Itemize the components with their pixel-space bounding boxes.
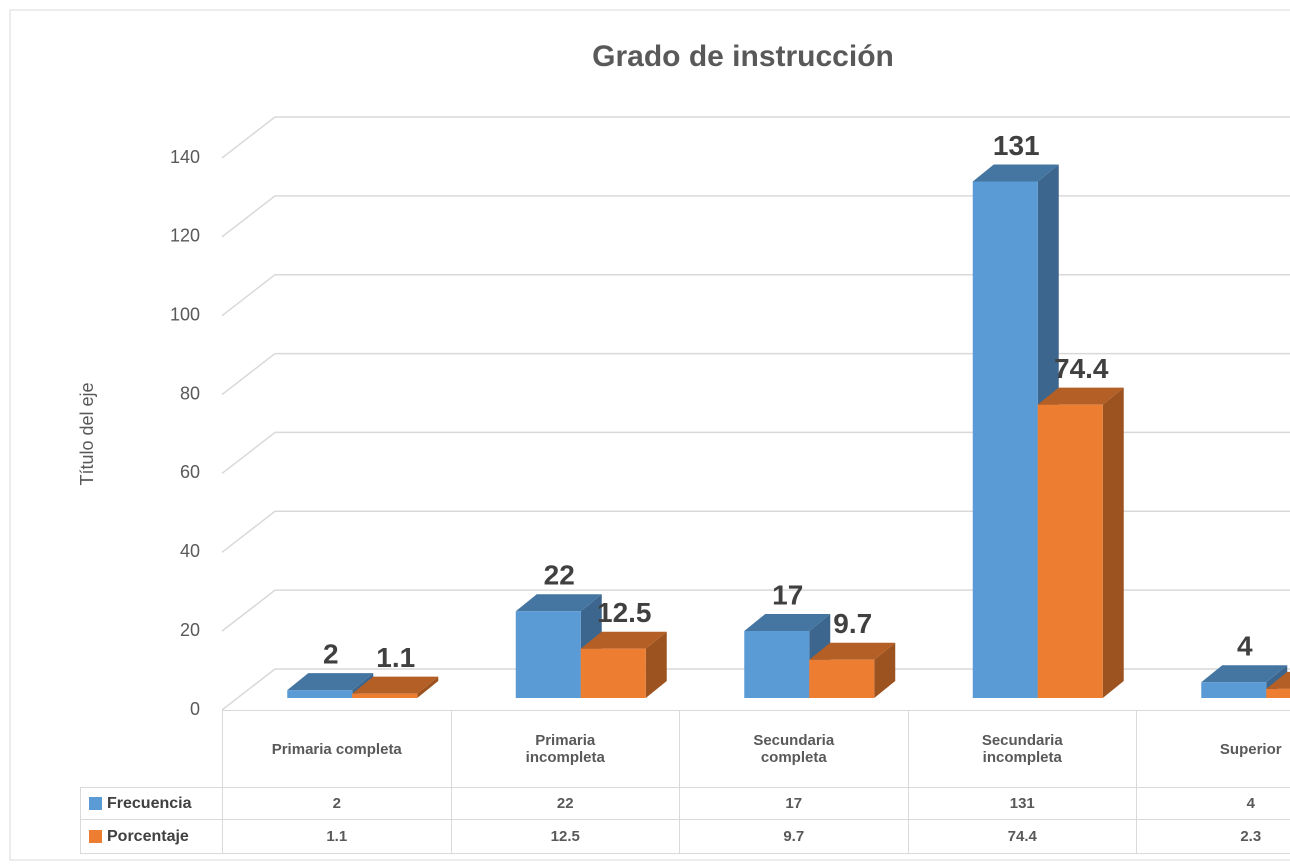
cell-text: 2 <box>332 795 341 812</box>
category-cell: Secundaria incompleta <box>907 710 1137 788</box>
cell-text: Secundaria incompleta <box>981 732 1063 766</box>
cell-text: 131 <box>1009 795 1035 812</box>
data-label: 4 <box>1237 631 1253 662</box>
bar <box>352 693 418 698</box>
cell-text: 17 <box>785 795 803 812</box>
value-cell: 4 <box>1136 787 1290 820</box>
grid-line <box>221 273 1290 317</box>
cell-text: 4 <box>1246 795 1255 812</box>
cell-text: Primaria completa <box>271 740 402 758</box>
y-tick-label: 80 <box>180 383 200 403</box>
value-cell: 131 <box>907 787 1137 820</box>
y-tick-label: 100 <box>170 304 200 324</box>
bar <box>809 659 875 698</box>
chart-title: Grado de instrucción <box>592 40 894 73</box>
bar-top <box>515 594 602 612</box>
bar <box>1037 404 1103 698</box>
data-label: 9.7 <box>833 608 872 639</box>
value-cell: 2 <box>222 787 452 820</box>
category-cell: Secundaria completa <box>679 710 909 788</box>
grid-line <box>221 116 1290 159</box>
data-label: 17 <box>772 579 803 610</box>
grid-line <box>221 352 1290 396</box>
value-cell: 12.5 <box>450 819 680 854</box>
bar-top <box>1266 671 1290 689</box>
bar <box>1266 688 1290 698</box>
bar <box>744 630 810 698</box>
bar-top <box>287 673 374 691</box>
legend-label: Frecuencia <box>107 794 192 812</box>
y-tick-label: 140 <box>170 147 200 167</box>
bar-side <box>874 642 896 698</box>
value-cell: 17 <box>679 787 909 820</box>
legend-cell: Porcentaje <box>80 819 223 854</box>
cell-text: 2.3 <box>1240 828 1262 845</box>
value-cell: 9.7 <box>679 819 909 854</box>
data-label: 2 <box>323 639 339 670</box>
grid-line <box>221 510 1290 553</box>
legend-label: Porcentaje <box>107 827 189 845</box>
cell-text: Secundaria completa <box>753 732 835 766</box>
bar-side <box>1102 387 1124 698</box>
bar <box>515 611 581 698</box>
y-tick-label: 60 <box>180 462 200 482</box>
category-cell: Primaria incompleta <box>450 710 680 788</box>
y-axis-title: Título del eje <box>77 382 97 485</box>
bar-top <box>744 613 831 631</box>
value-cell: 1.1 <box>222 819 452 854</box>
cell-text: Primaria incompleta <box>525 732 605 766</box>
value-cell: 2.3 <box>1136 819 1290 854</box>
bar <box>580 648 646 698</box>
value-cell: 74.4 <box>907 819 1137 854</box>
cell-text: 74.4 <box>1007 828 1037 845</box>
category-cell: Primaria completa <box>222 710 452 788</box>
grid-line <box>221 589 1290 632</box>
bar <box>1201 682 1267 698</box>
y-tick-label: 120 <box>170 226 200 246</box>
cell-text: 9.7 <box>783 828 805 845</box>
bar-top <box>809 642 896 660</box>
data-label: 22 <box>544 560 575 591</box>
bar <box>287 690 353 698</box>
grid-line <box>221 195 1290 238</box>
chart-border <box>9 9 1290 861</box>
cell-text: 22 <box>556 795 574 812</box>
y-tick-label: 0 <box>190 699 200 719</box>
value-cell: 22 <box>450 787 680 820</box>
data-label: 12.5 <box>597 597 652 628</box>
bar-side <box>417 676 439 698</box>
bar <box>972 181 1038 698</box>
bar-top <box>352 676 439 694</box>
cell-text: 1.1 <box>326 828 348 845</box>
grid-line <box>221 431 1290 475</box>
bar-top <box>1201 665 1288 683</box>
bar-top <box>1037 387 1124 405</box>
data-label: 131 <box>993 130 1040 161</box>
y-tick-label: 20 <box>180 620 200 640</box>
legend-swatch <box>89 797 102 810</box>
category-cell: Superior <box>1136 710 1290 788</box>
grid-line <box>221 668 1290 711</box>
bar-top <box>580 631 667 649</box>
cell-text: 12.5 <box>550 828 580 845</box>
legend-cell: Frecuencia <box>80 787 223 820</box>
legend-swatch <box>89 830 102 843</box>
y-tick-label: 40 <box>180 541 200 561</box>
data-label: 74.4 <box>1054 353 1109 384</box>
data-label: 1.1 <box>376 642 415 673</box>
bar-side <box>645 631 667 698</box>
cell-text: Superior <box>1219 740 1282 758</box>
bar-top <box>972 164 1059 182</box>
